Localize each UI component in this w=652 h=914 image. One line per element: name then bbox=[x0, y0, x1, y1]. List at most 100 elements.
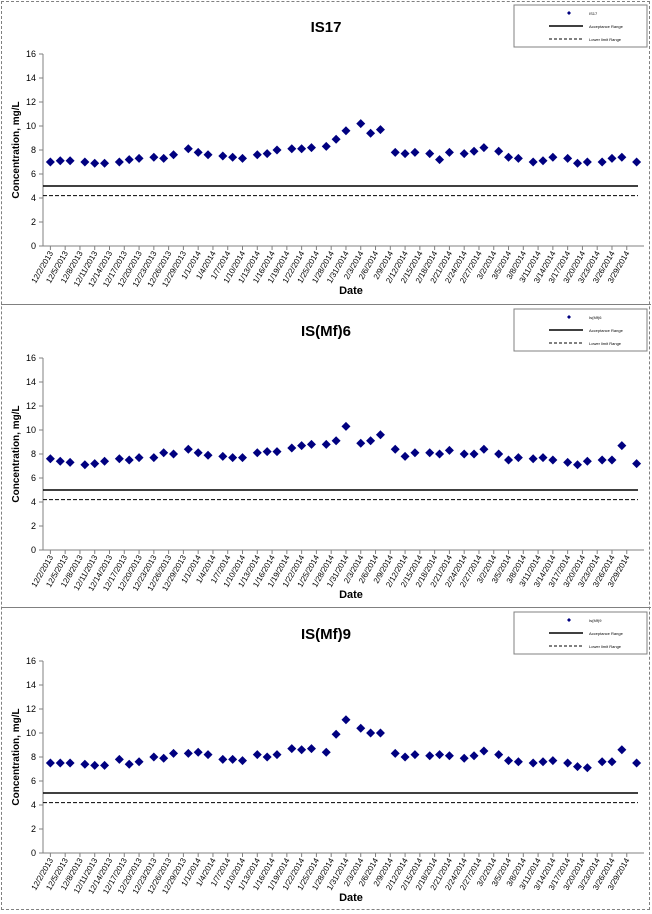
legend-marker-swatch bbox=[567, 618, 571, 622]
data-point bbox=[287, 443, 297, 453]
data-point bbox=[124, 455, 134, 465]
data-point bbox=[410, 147, 420, 157]
y-tick-label: 8 bbox=[31, 449, 36, 459]
data-point bbox=[444, 751, 454, 761]
data-point bbox=[252, 750, 262, 760]
data-point bbox=[563, 457, 573, 467]
data-point bbox=[356, 723, 366, 733]
legend-item-2: Acceptance Range bbox=[589, 328, 624, 333]
data-point bbox=[469, 751, 479, 761]
data-point bbox=[169, 150, 179, 160]
y-tick-label: 0 bbox=[31, 545, 36, 555]
data-point bbox=[65, 758, 75, 768]
data-point bbox=[100, 760, 110, 770]
legend-item-1: Is(Mf)6 bbox=[589, 315, 602, 320]
data-point bbox=[479, 746, 489, 756]
legend-item-3: Lower limit Range bbox=[589, 37, 622, 42]
data-point bbox=[306, 143, 316, 153]
data-point bbox=[55, 456, 65, 466]
chart-title: IS(Mf)6 bbox=[301, 323, 351, 340]
data-point bbox=[632, 459, 642, 469]
legend-marker-swatch bbox=[567, 11, 571, 15]
y-tick-label: 12 bbox=[26, 97, 36, 107]
data-point bbox=[538, 453, 548, 463]
data-point bbox=[90, 459, 100, 469]
data-point bbox=[203, 150, 213, 160]
data-point bbox=[218, 754, 228, 764]
data-point bbox=[262, 752, 272, 762]
legend: Is(Mf)9 Acceptance Range Lower limit Range bbox=[513, 611, 648, 655]
data-point bbox=[331, 729, 341, 739]
y-tick-label: 10 bbox=[26, 425, 36, 435]
y-tick-label: 16 bbox=[26, 353, 36, 363]
data-point bbox=[159, 153, 169, 163]
data-point bbox=[262, 149, 272, 159]
data-point bbox=[400, 451, 410, 461]
data-point bbox=[459, 753, 469, 763]
data-point bbox=[193, 448, 203, 458]
data-point bbox=[100, 158, 110, 168]
data-point bbox=[238, 453, 248, 463]
legend-box bbox=[513, 4, 648, 48]
panel-divider-1 bbox=[1, 304, 651, 305]
data-point bbox=[632, 758, 642, 768]
data-point bbox=[563, 153, 573, 163]
data-point bbox=[528, 157, 538, 167]
chart-panel-3: IS(Mf)9 Is(Mf)9 Acceptance Range Lower limi… bbox=[1, 609, 651, 909]
data-point bbox=[435, 449, 445, 459]
chart-title: IS(Mf)9 bbox=[301, 626, 351, 643]
y-tick-label: 8 bbox=[31, 145, 36, 155]
chart-panel-1: IS17 IS17 Acceptance Range Lower limit Rang… bbox=[1, 2, 651, 302]
legend-marker-swatch bbox=[567, 315, 571, 319]
data-point bbox=[572, 762, 582, 772]
data-point bbox=[228, 754, 238, 764]
data-point bbox=[149, 453, 159, 463]
data-point bbox=[238, 756, 248, 766]
y-tick-label: 6 bbox=[31, 776, 36, 786]
y-tick-label: 0 bbox=[31, 241, 36, 251]
y-axis-label: Concentration, mg/L bbox=[11, 405, 22, 502]
data-point bbox=[597, 757, 607, 767]
data-point bbox=[80, 157, 90, 167]
y-tick-label: 4 bbox=[31, 800, 36, 810]
data-point bbox=[390, 444, 400, 454]
chart-title: IS17 bbox=[311, 19, 342, 36]
legend-item-1: Is(Mf)9 bbox=[589, 618, 602, 623]
data-point bbox=[45, 758, 55, 768]
y-tick-label: 6 bbox=[31, 473, 36, 483]
data-point bbox=[617, 441, 627, 451]
x-axis-label: Date bbox=[339, 589, 363, 601]
chart-panel-2: IS(Mf)6 Is(Mf)6 Acceptance Range Lower limi… bbox=[1, 306, 651, 606]
y-tick-label: 10 bbox=[26, 121, 36, 131]
data-point bbox=[297, 144, 307, 154]
data-point bbox=[504, 152, 514, 162]
data-point bbox=[90, 760, 100, 770]
data-point bbox=[297, 745, 307, 755]
y-tick-label: 2 bbox=[31, 521, 36, 531]
data-point bbox=[331, 134, 341, 144]
data-point bbox=[607, 757, 617, 767]
data-point bbox=[444, 445, 454, 455]
data-point bbox=[134, 153, 144, 163]
data-point bbox=[572, 460, 582, 470]
data-point bbox=[459, 449, 469, 459]
data-point bbox=[183, 748, 193, 758]
data-point bbox=[607, 455, 617, 465]
data-point bbox=[513, 153, 523, 163]
legend: Is(Mf)6 Acceptance Range Lower limit Range bbox=[513, 308, 648, 352]
data-point bbox=[252, 448, 262, 458]
data-point bbox=[548, 455, 558, 465]
data-point bbox=[193, 747, 203, 757]
data-point bbox=[55, 156, 65, 166]
data-point bbox=[238, 153, 248, 163]
y-tick-label: 16 bbox=[26, 656, 36, 666]
y-tick-label: 12 bbox=[26, 704, 36, 714]
data-point bbox=[632, 157, 642, 167]
chart-2-svg: IS(Mf)6 Is(Mf)6 Acceptance Range Lower limi… bbox=[11, 308, 648, 601]
data-point bbox=[513, 453, 523, 463]
data-point bbox=[306, 439, 316, 449]
chart-1-svg: IS17 IS17 Acceptance Range Lower limit Rang… bbox=[11, 4, 648, 297]
data-point bbox=[538, 156, 548, 166]
y-tick-label: 4 bbox=[31, 193, 36, 203]
